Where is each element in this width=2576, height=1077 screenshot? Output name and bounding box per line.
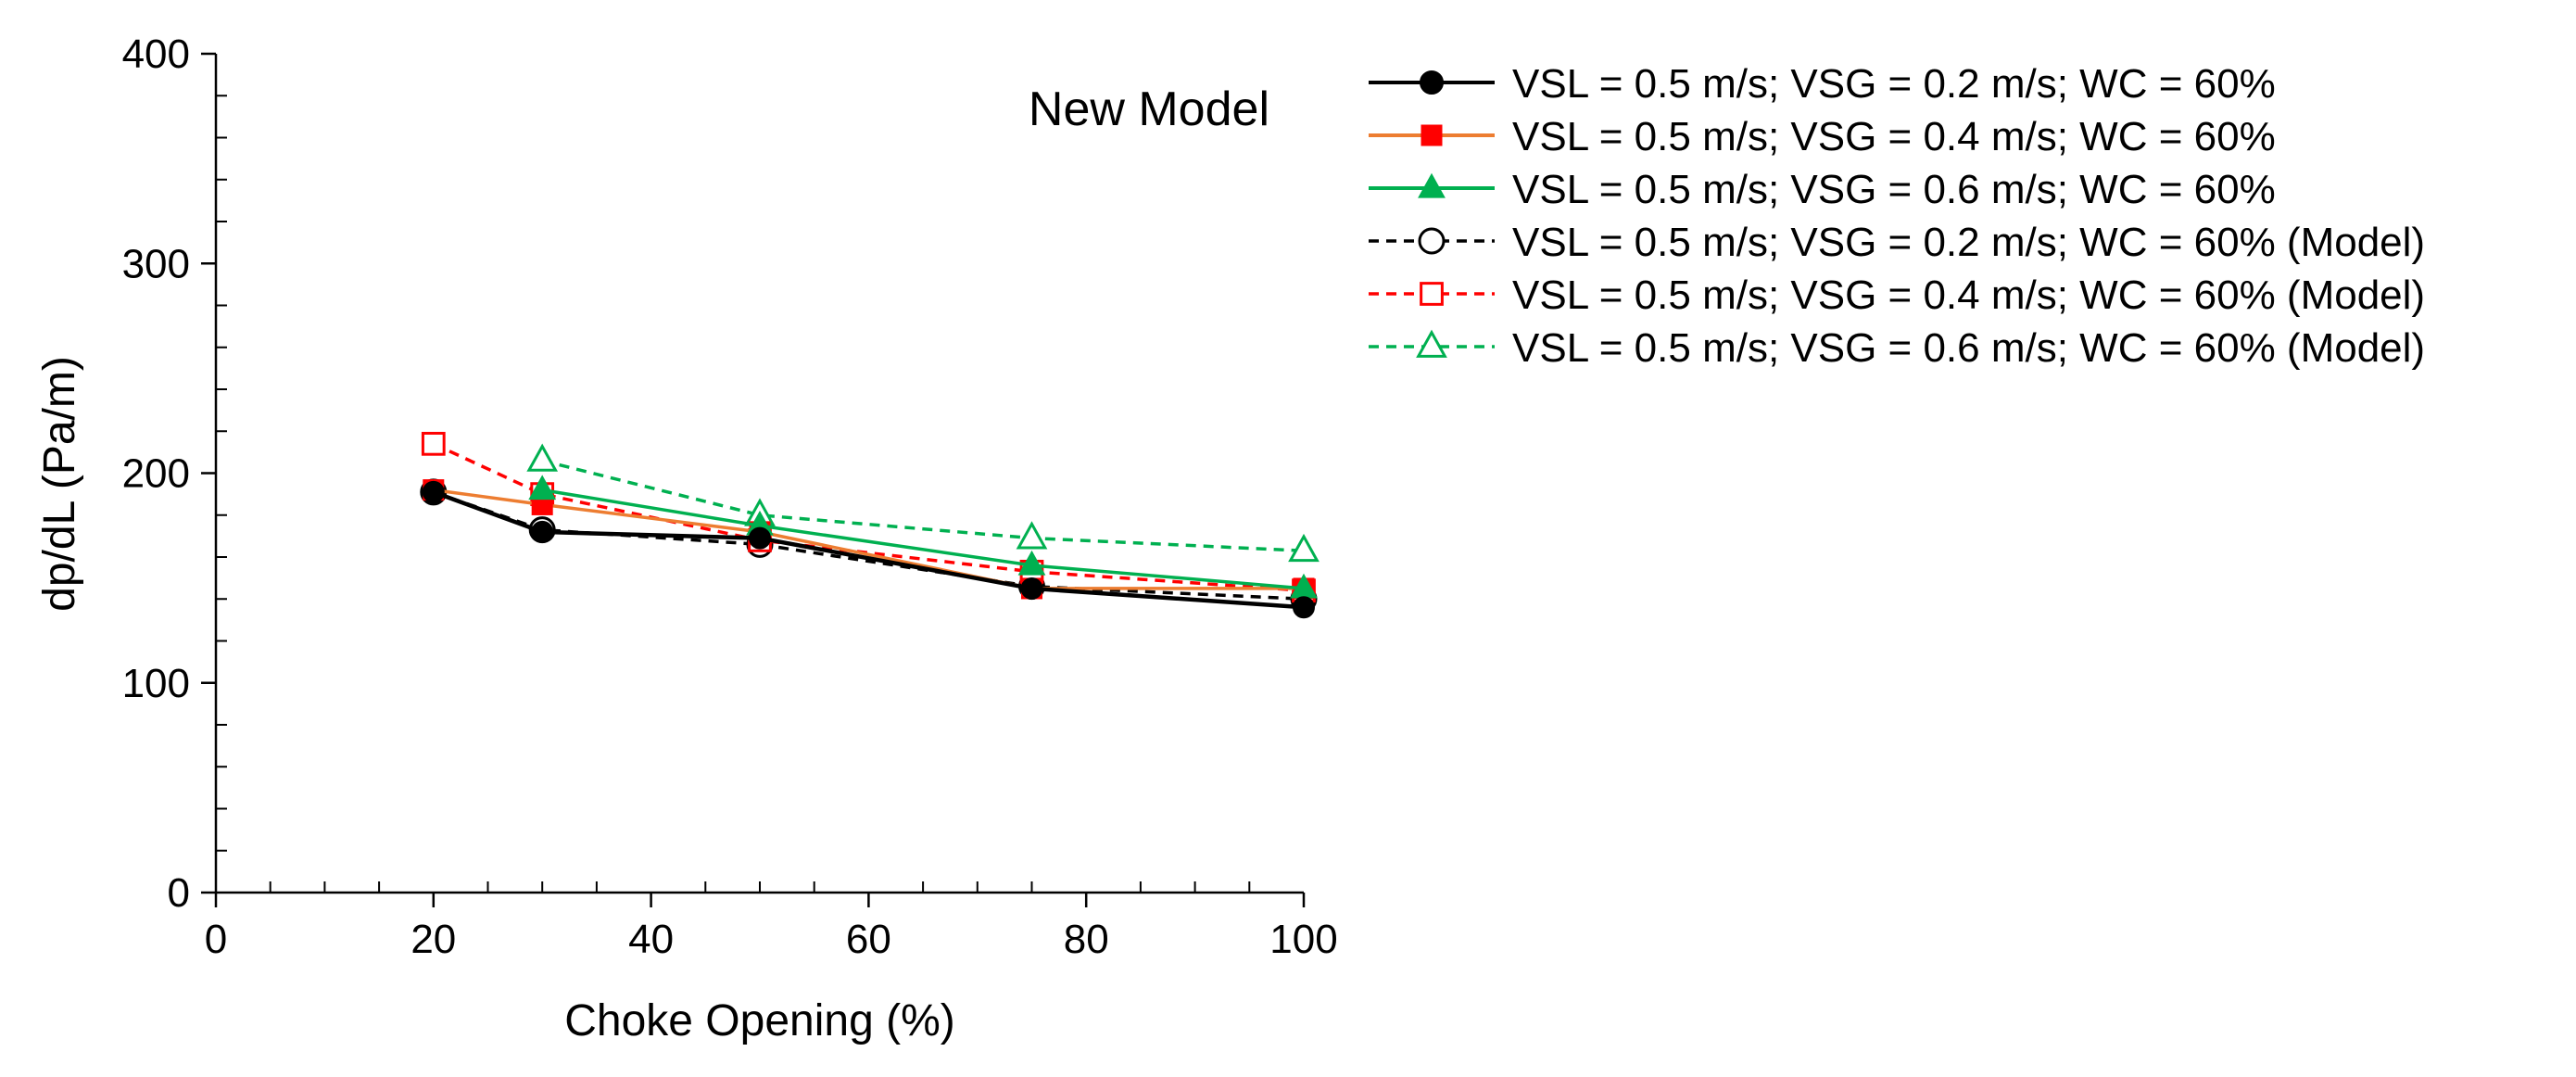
y-tick-label: 100	[122, 661, 190, 706]
y-tick-label: 0	[168, 870, 190, 916]
plot-area: 0 20 40 60 80 100 0 100 200 300 400	[122, 32, 1338, 962]
y-tick-label: 300	[122, 241, 190, 286]
data-point	[1288, 533, 1320, 563]
legend-label: VSL = 0.5 m/s; VSG = 0.6 m/s; WC = 60% (…	[1512, 325, 2425, 371]
data-point	[528, 475, 557, 500]
legend-item-1: VSL = 0.5 m/s; VSG = 0.2 m/s; WC = 60%	[1369, 61, 2276, 107]
legend-item-6: VSL = 0.5 m/s; VSG = 0.6 m/s; WC = 60% (…	[1369, 325, 2425, 371]
data-point	[1293, 596, 1315, 619]
legend-marker	[1420, 70, 1444, 95]
data-point	[526, 443, 559, 472]
data-point	[1017, 550, 1046, 576]
series-5	[421, 431, 1316, 603]
legend-item-2: VSL = 0.5 m/s; VSG = 0.4 m/s; WC = 60%	[1369, 114, 2276, 159]
legend-label: VSL = 0.5 m/s; VSG = 0.4 m/s; WC = 60% (…	[1512, 272, 2425, 318]
ticks: 0 20 40 60 80 100 0 100 200 300 400	[122, 32, 1338, 962]
x-tick-label: 20	[410, 917, 456, 962]
legend-marker	[1421, 124, 1443, 146]
legend-label: VSL = 0.5 m/s; VSG = 0.2 m/s; WC = 60% (…	[1512, 220, 2425, 265]
x-tick-label: 80	[1064, 917, 1109, 962]
series-line	[433, 488, 1304, 590]
data-point	[421, 431, 446, 456]
x-tick-label: 40	[628, 917, 674, 962]
y-axis-label: dp/dL (Pa/m)	[35, 356, 84, 612]
y-tick-label: 200	[122, 451, 190, 497]
legend-label: VSL = 0.5 m/s; VSG = 0.4 m/s; WC = 60%	[1512, 114, 2276, 159]
data-point	[1016, 521, 1048, 550]
x-tick-label: 0	[205, 917, 227, 962]
series-line	[541, 459, 1305, 552]
x-axis-label: Choke Opening (%)	[564, 996, 955, 1045]
y-tick-label: 400	[122, 32, 190, 77]
data-point	[422, 480, 445, 503]
legend-label: VSL = 0.5 m/s; VSG = 0.6 m/s; WC = 60%	[1512, 167, 2276, 212]
series-1	[422, 480, 1315, 619]
legend: VSL = 0.5 m/s; VSG = 0.2 m/s; WC = 60% VS…	[1369, 61, 2425, 371]
x-tick-label: 60	[846, 917, 891, 962]
legend-marker	[1416, 329, 1447, 358]
series-6	[526, 443, 1320, 563]
legend-item-4: VSL = 0.5 m/s; VSG = 0.2 m/s; WC = 60% (…	[1369, 220, 2425, 265]
legend-item-3: VSL = 0.5 m/s; VSG = 0.6 m/s; WC = 60%	[1369, 167, 2276, 212]
legend-marker	[1418, 172, 1446, 198]
legend-marker	[1418, 227, 1446, 255]
series-layer	[420, 431, 1320, 619]
data-point	[1020, 577, 1043, 600]
series-line	[541, 488, 1305, 590]
new-model-annotation: New Model	[1029, 82, 1269, 136]
legend-label: VSL = 0.5 m/s; VSG = 0.2 m/s; WC = 60%	[1512, 61, 2276, 107]
data-point	[749, 526, 771, 550]
x-tick-label: 100	[1269, 917, 1337, 962]
legend-item-5: VSL = 0.5 m/s; VSG = 0.4 m/s; WC = 60% (…	[1369, 272, 2425, 318]
legend-marker	[1420, 282, 1444, 306]
data-point	[531, 520, 554, 543]
axes	[214, 54, 1304, 894]
